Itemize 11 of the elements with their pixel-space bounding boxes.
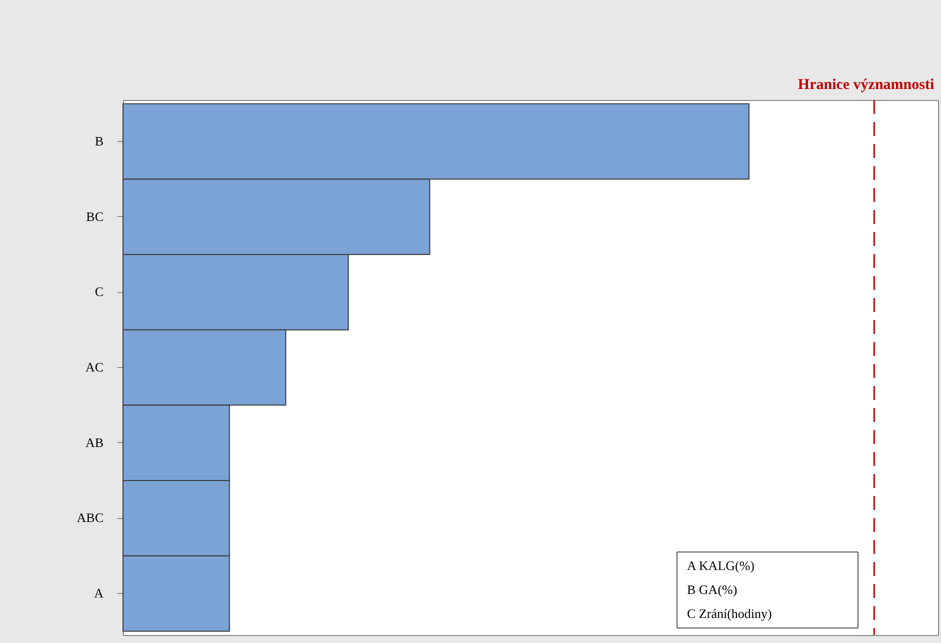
y-tick-label: A <box>94 586 104 601</box>
y-tick-label: AC <box>85 360 104 374</box>
y-tick-label: B <box>94 133 104 148</box>
ref-line-label: Hranice významnosti <box>798 77 934 93</box>
y-tick-label: C <box>94 284 104 300</box>
annotation: C Zrání(hodiny) <box>687 606 772 621</box>
annotation: A KALG(%) <box>687 558 755 573</box>
annotation: B GA(%) <box>687 582 738 597</box>
y-tick-label: BC <box>86 208 104 224</box>
y-tick-label: ABC <box>76 510 104 526</box>
y-tick-label: AB <box>85 434 104 450</box>
